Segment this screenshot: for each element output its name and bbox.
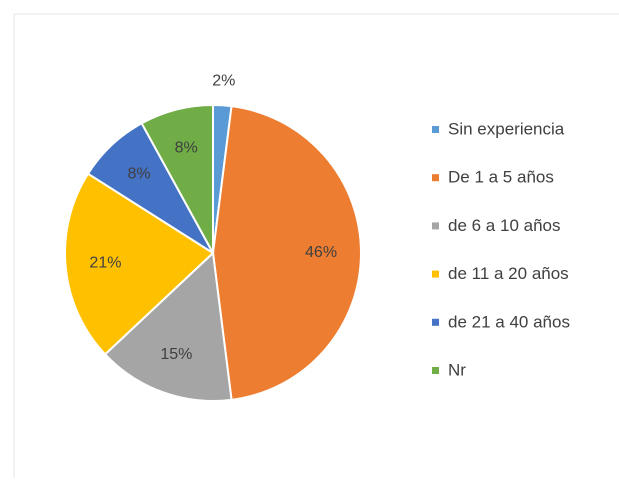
legend-swatch — [432, 174, 439, 182]
legend-label: de 11 a 20 años — [448, 264, 569, 283]
legend-label: Nr — [448, 360, 466, 379]
pie-slice — [211, 105, 362, 401]
legend-swatch — [432, 126, 439, 133]
pie-slice — [64, 172, 215, 356]
data-label: 15% — [160, 346, 192, 363]
legend-swatch — [432, 318, 439, 326]
pie-slice — [103, 250, 233, 402]
pie-slice — [140, 103, 214, 254]
legend-label: de 21 a 40 años — [448, 312, 570, 331]
legend-swatch — [432, 222, 439, 230]
legend-label: Sin experiencia — [448, 119, 565, 138]
legend-swatch — [432, 270, 439, 278]
data-label: 8% — [175, 140, 198, 157]
data-label: 46% — [305, 244, 337, 261]
legend-label: De 1 a 5 años — [448, 168, 554, 187]
data-label: 8% — [127, 165, 150, 182]
legend-label: de 6 a 10 años — [448, 216, 560, 235]
data-label: 21% — [89, 254, 121, 271]
legend-swatch — [432, 367, 439, 374]
data-label: 2% — [212, 73, 235, 90]
